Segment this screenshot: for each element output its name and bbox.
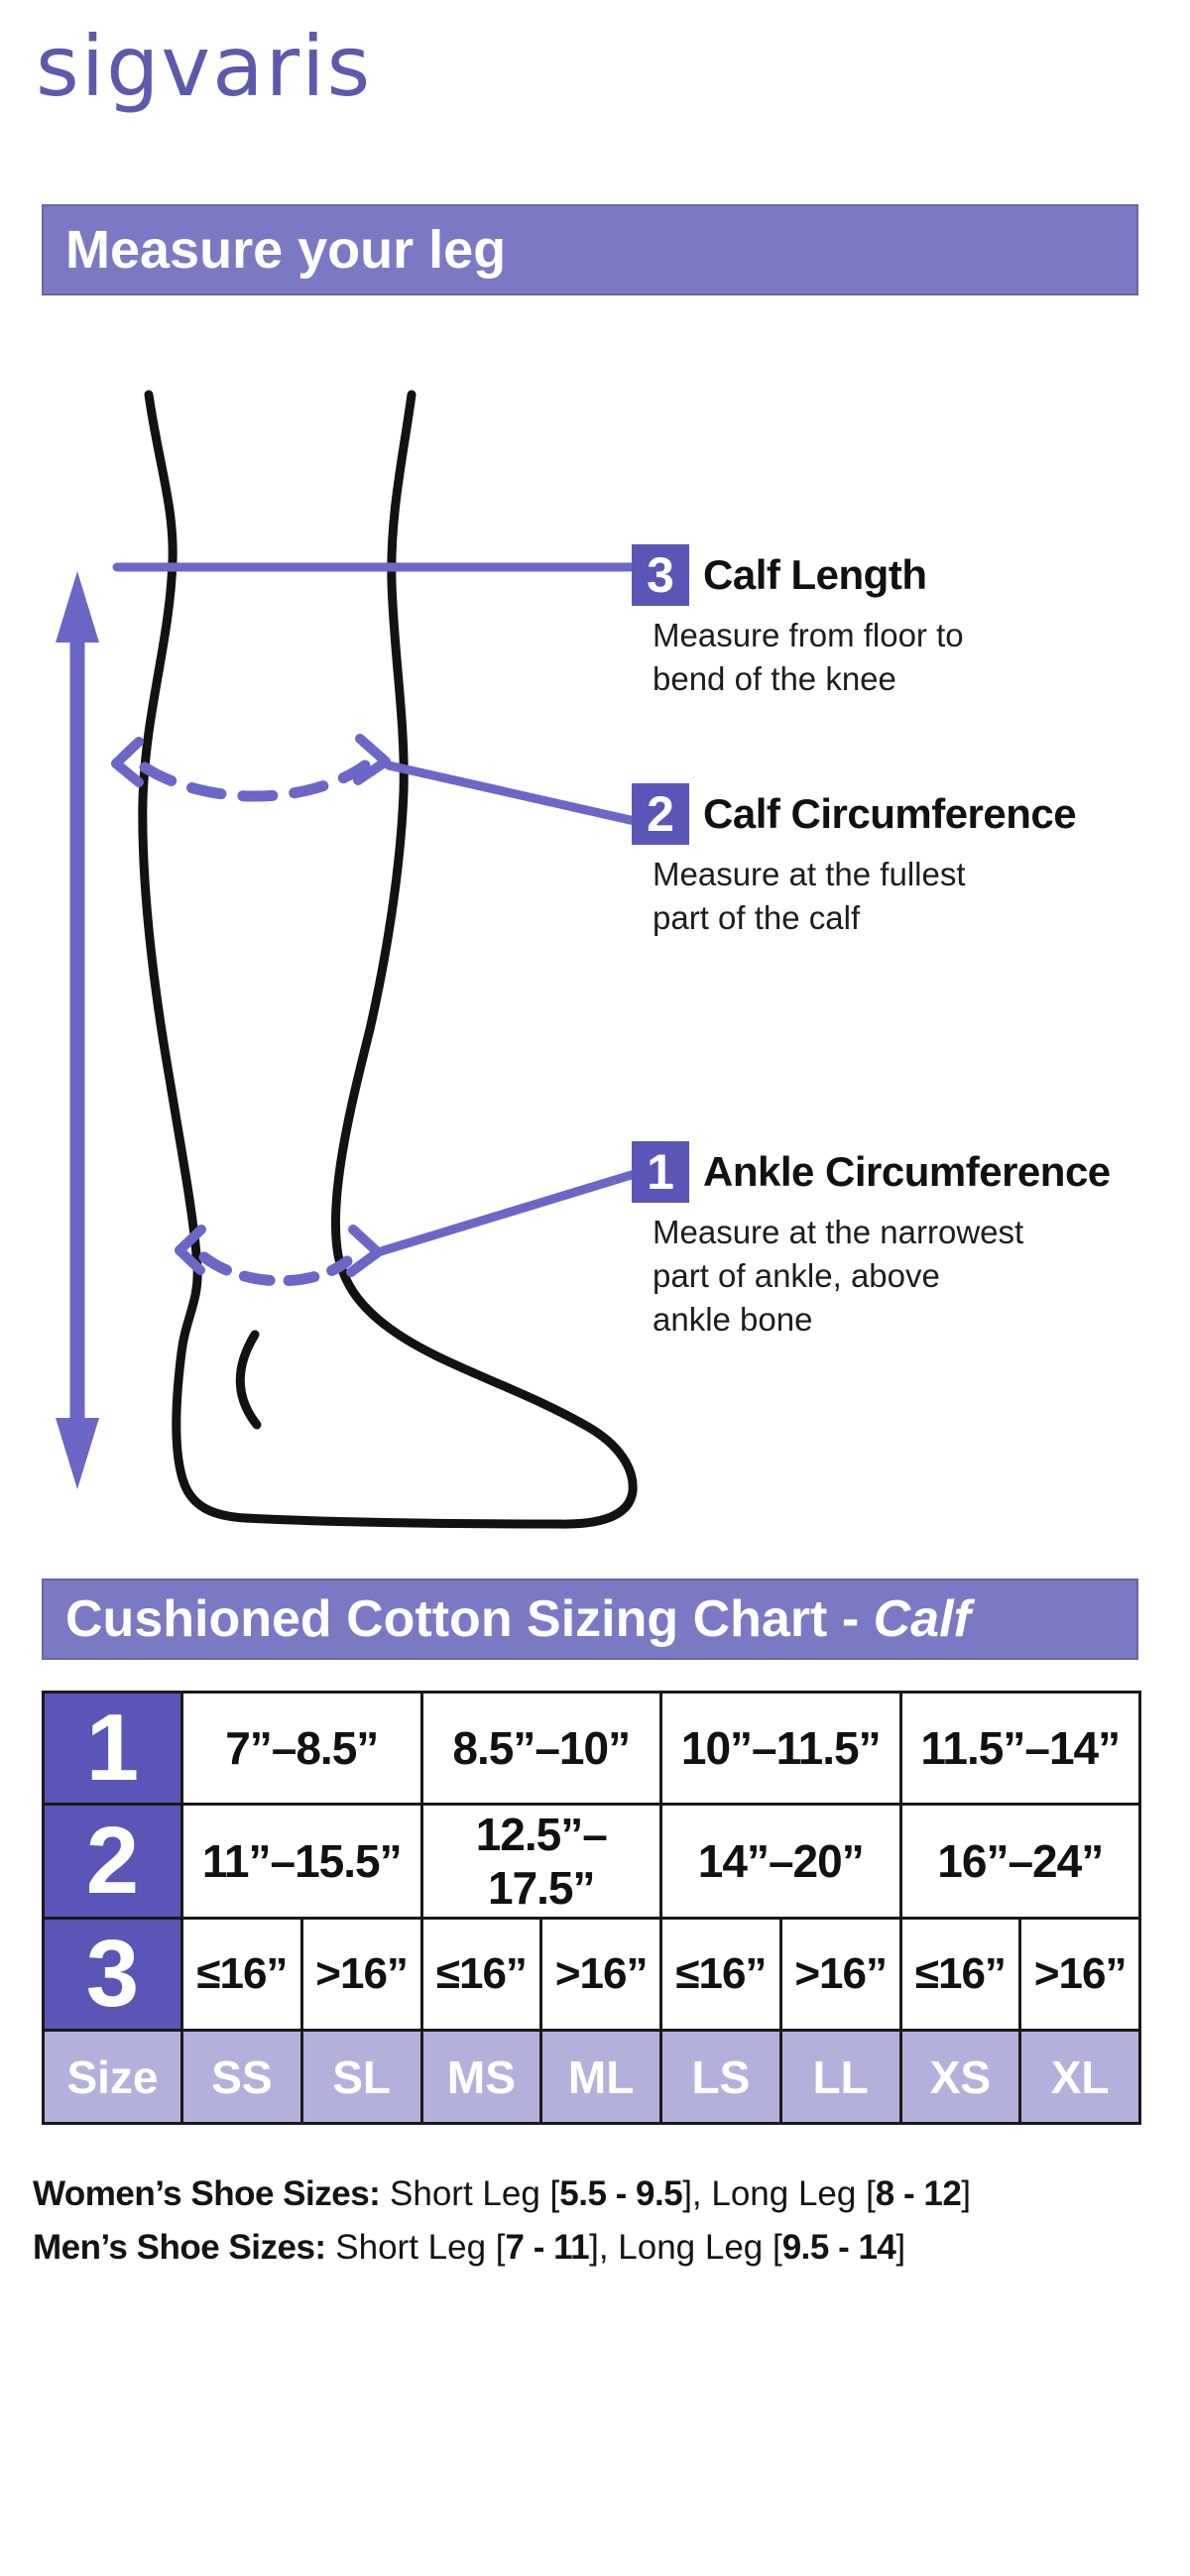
text-segment: ]: [895, 2228, 906, 2267]
table-row-sizes: Size SS SL MS ML LS LL XS XL: [42, 2029, 1142, 2125]
text-segment: ]: [961, 2174, 972, 2213]
sizing-chart-banner: Cushioned Cotton Sizing Chart - Calf: [42, 1579, 1138, 1660]
annotation-title: Ankle Circumference: [703, 1148, 1111, 1195]
description-line: Measure at the fullest: [653, 856, 966, 892]
size-cell-ss: SS: [180, 2029, 303, 2125]
table-cell: 12.5”–17.5”: [419, 1803, 663, 1920]
step-3-badge: 3: [632, 544, 689, 606]
row-number-1: 1: [42, 1691, 183, 1806]
table-cell: ≤16”: [898, 1917, 1022, 2032]
table-cell: 16”–24”: [898, 1803, 1142, 1920]
ankle-dashed-loop: [198, 1251, 353, 1287]
table-cell: 11”–15.5”: [180, 1803, 423, 1920]
size-cell-ls: LS: [659, 2029, 782, 2125]
mens-shoe-sizes-line: Men’s Shoe Sizes: Short Leg [7 - 11], Lo…: [33, 2221, 971, 2275]
womens-shoe-sizes-line: Women’s Shoe Sizes: Short Leg [5.5 - 9.5…: [33, 2167, 971, 2221]
sizing-table: 1 7”–8.5” 8.5”–10” 10”–11.5” 11.5”–14” 2…: [42, 1691, 1142, 2125]
description-line: bend of the knee: [653, 660, 896, 697]
table-cell: ≤16”: [419, 1917, 543, 2032]
step-1-badge: 1: [632, 1141, 689, 1203]
size-cell-ll: LL: [778, 2029, 902, 2125]
measure-your-leg-banner: Measure your leg: [42, 204, 1138, 295]
short-leg-range: 7 - 11: [505, 2228, 590, 2267]
table-cell: 10”–11.5”: [659, 1691, 902, 1806]
table-cell: ≤16”: [659, 1917, 782, 2032]
table-cell: ≤16”: [180, 1917, 303, 2032]
description-line: part of the calf: [653, 899, 861, 936]
brand-logo: sigvaris: [36, 18, 373, 115]
size-cell-ms: MS: [419, 2029, 543, 2125]
step-2-badge: 2: [632, 783, 689, 845]
table-row-calf-length: 3 ≤16” >16” ≤16” >16” ≤16” >16” ≤16” >16…: [42, 1917, 1142, 2032]
short-leg-range: 5.5 - 9.5: [559, 2174, 683, 2213]
sizing-banner-calf-italic: Calf: [873, 1590, 971, 1648]
calf-loop-tip-left: [111, 737, 144, 787]
arrow-head-up: [56, 571, 99, 643]
ankle-loop-tip-right: [346, 1225, 383, 1277]
table-cell: 11.5”–14”: [898, 1691, 1142, 1806]
table-cell: >16”: [299, 1917, 423, 2032]
leg-outline: [138, 390, 638, 1529]
size-cell-xs: XS: [898, 2029, 1022, 2125]
annotation-calf-circumference: 2 Calf Circumference Measure at the full…: [632, 783, 1077, 940]
size-cell-ml: ML: [539, 2029, 663, 2125]
size-cell-xl: XL: [1018, 2029, 1142, 2125]
table-row-ankle-circumference: 1 7”–8.5” 8.5”–10” 10”–11.5” 11.5”–14”: [42, 1691, 1142, 1806]
ankle-loop-tip-left: [175, 1225, 206, 1275]
calf-loop-tip-right: [353, 734, 391, 785]
annotation-title: Calf Length: [703, 551, 927, 598]
annotation-calf-length: 3 Calf Length Measure from floor to bend…: [632, 544, 964, 701]
size-header-cell: Size: [42, 2029, 183, 2125]
table-cell: 14”–20”: [659, 1803, 902, 1920]
annotation-description: Measure from floor to bend of the knee: [653, 614, 964, 701]
arrow-head-down: [56, 1418, 99, 1489]
size-cell-sl: SL: [299, 2029, 423, 2125]
sizing-banner-label: Cushioned Cotton Sizing Chart -: [65, 1590, 874, 1648]
womens-heading: Women’s Shoe Sizes:: [33, 2174, 381, 2213]
ankle-leader-line: [373, 1169, 640, 1257]
table-cell: 7”–8.5”: [180, 1691, 423, 1806]
description-line: ankle bone: [653, 1301, 813, 1338]
annotation-ankle-circumference: 1 Ankle Circumference Measure at the nar…: [632, 1141, 1111, 1342]
table-cell: >16”: [1018, 1917, 1142, 2032]
row-number-3: 3: [42, 1917, 183, 2032]
description-line: part of ankle, above: [653, 1257, 940, 1294]
heel-crease: [235, 1330, 262, 1430]
annotation-description: Measure at the narrowest part of ankle, …: [653, 1211, 1111, 1342]
row-number-2: 2: [42, 1803, 183, 1920]
long-leg-range: 8 - 12: [875, 2174, 962, 2213]
shoe-size-notes: Women’s Shoe Sizes: Short Leg [5.5 - 9.5…: [33, 2167, 971, 2275]
table-cell: 8.5”–10”: [419, 1691, 663, 1806]
text-segment: ], Long Leg [: [682, 2174, 876, 2213]
mens-heading: Men’s Shoe Sizes:: [33, 2228, 326, 2267]
table-row-calf-circumference: 2 11”–15.5” 12.5”–17.5” 14”–20” 16”–24”: [42, 1803, 1142, 1920]
calf-dashed-loop: [139, 760, 371, 802]
annotation-title: Calf Circumference: [703, 790, 1077, 837]
long-leg-range: 9.5 - 14: [781, 2228, 896, 2267]
text-segment: ], Long Leg [: [589, 2228, 782, 2267]
text-segment: Short Leg [: [325, 2228, 506, 2267]
calf-leader-line: [384, 761, 640, 826]
text-segment: Short Leg [: [380, 2174, 560, 2213]
table-cell: >16”: [539, 1917, 663, 2032]
description-line: Measure at the narrowest: [653, 1214, 1024, 1250]
annotation-description: Measure at the fullest part of the calf: [653, 853, 1076, 940]
description-line: Measure from floor to: [653, 617, 964, 653]
table-cell: >16”: [778, 1917, 902, 2032]
measure-banner-label: Measure your leg: [65, 220, 507, 280]
